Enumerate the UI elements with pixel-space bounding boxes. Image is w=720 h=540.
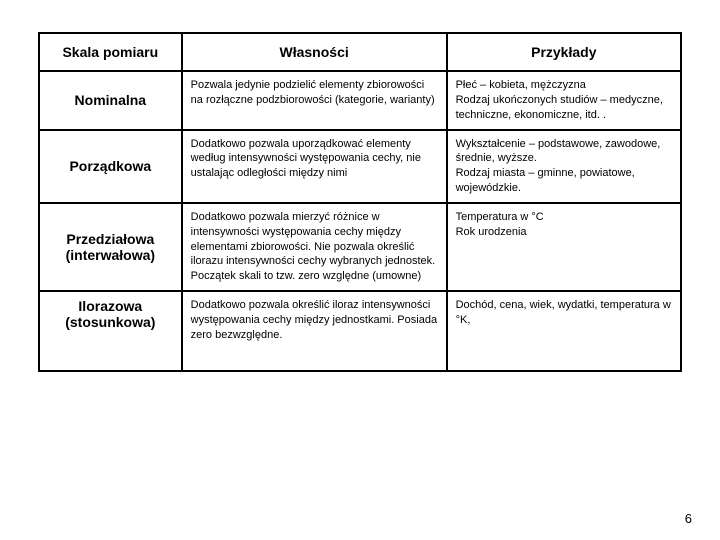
cell-properties: Dodatkowo pozwala mierzyć różnice w inte… xyxy=(182,203,447,291)
cell-properties: Pozwala jedynie podzielić elementy zbior… xyxy=(182,71,447,130)
table-header-row: Skala pomiaru Własności Przykłady xyxy=(39,33,681,71)
scales-table: Skala pomiaru Własności Przykłady Nomina… xyxy=(38,32,682,372)
cell-properties: Dodatkowo pozwala określić iloraz intens… xyxy=(182,291,447,371)
cell-examples: Płeć – kobieta, mężczyznaRodzaj ukończon… xyxy=(447,71,681,130)
header-examples: Przykłady xyxy=(447,33,681,71)
header-scale: Skala pomiaru xyxy=(39,33,182,71)
page-number: 6 xyxy=(685,511,692,526)
table-row: Przedziałowa (interwałowa) Dodatkowo poz… xyxy=(39,203,681,291)
cell-scale: Nominalna xyxy=(39,71,182,130)
cell-scale: Porządkowa xyxy=(39,130,182,203)
cell-properties: Dodatkowo pozwala uporządkować elementy … xyxy=(182,130,447,203)
cell-scale: Przedziałowa (interwałowa) xyxy=(39,203,182,291)
cell-examples: Dochód, cena, wiek, wydatki, temperatura… xyxy=(447,291,681,371)
cell-scale: Ilorazowa (stosunkowa) xyxy=(39,291,182,371)
table-container: Skala pomiaru Własności Przykłady Nomina… xyxy=(0,0,720,372)
header-properties: Własności xyxy=(182,33,447,71)
cell-examples: Temperatura w °CRok urodzenia xyxy=(447,203,681,291)
table-row: Ilorazowa (stosunkowa) Dodatkowo pozwala… xyxy=(39,291,681,371)
cell-examples: Wykształcenie – podstawowe, zawodowe, śr… xyxy=(447,130,681,203)
table-row: Nominalna Pozwala jedynie podzielić elem… xyxy=(39,71,681,130)
table-row: Porządkowa Dodatkowo pozwala uporządkowa… xyxy=(39,130,681,203)
